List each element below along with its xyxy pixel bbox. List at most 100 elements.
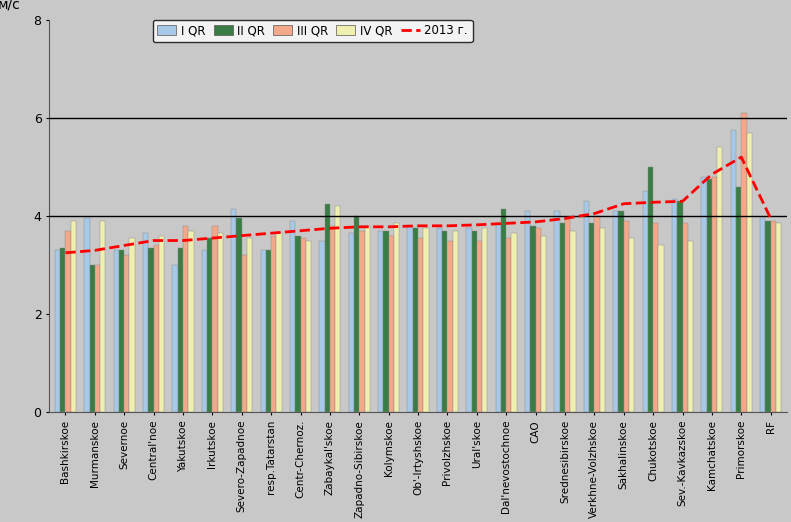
Bar — [365, 226, 370, 412]
Bar — [712, 177, 717, 412]
Bar — [594, 216, 600, 412]
Bar — [466, 228, 471, 412]
Bar — [130, 238, 134, 412]
Bar — [736, 186, 741, 412]
Bar — [202, 251, 207, 412]
Bar — [148, 248, 153, 412]
Bar — [100, 221, 105, 412]
Bar — [565, 219, 570, 412]
Bar — [512, 233, 517, 412]
Bar — [70, 221, 76, 412]
Bar — [66, 231, 70, 412]
Bar — [760, 219, 766, 412]
Bar — [766, 221, 770, 412]
Bar — [560, 223, 565, 412]
Bar — [530, 226, 536, 412]
Bar — [143, 233, 148, 412]
Bar — [541, 235, 546, 412]
Bar — [584, 201, 589, 412]
Bar — [60, 248, 66, 412]
Bar — [349, 233, 354, 412]
Bar — [702, 177, 706, 412]
Bar — [554, 211, 560, 412]
Bar — [442, 231, 448, 412]
Bar — [677, 201, 683, 412]
Bar — [501, 209, 506, 412]
Bar — [506, 238, 512, 412]
Bar — [717, 147, 722, 412]
Bar — [276, 233, 282, 412]
Bar — [613, 211, 619, 412]
Bar — [471, 231, 477, 412]
Bar — [378, 231, 384, 412]
Bar — [423, 228, 429, 412]
Bar — [418, 238, 423, 412]
Bar — [653, 223, 658, 412]
Bar — [207, 238, 212, 412]
Bar — [231, 209, 237, 412]
Bar — [437, 228, 442, 412]
Bar — [600, 228, 605, 412]
Bar — [741, 113, 747, 412]
Bar — [477, 241, 482, 412]
Bar — [119, 251, 124, 412]
Bar — [619, 211, 624, 412]
Bar — [301, 238, 306, 412]
Bar — [84, 219, 89, 412]
Bar — [114, 251, 119, 412]
Bar — [237, 219, 242, 412]
Bar — [448, 241, 452, 412]
Bar — [683, 223, 688, 412]
Bar — [218, 233, 223, 412]
Bar — [642, 192, 648, 412]
Bar — [124, 255, 130, 412]
Bar — [295, 235, 301, 412]
Bar — [320, 241, 324, 412]
Bar — [747, 133, 752, 412]
Bar — [172, 265, 178, 412]
Bar — [384, 231, 388, 412]
Y-axis label: м/с: м/с — [0, 0, 20, 12]
Bar — [153, 245, 159, 412]
Bar — [589, 223, 594, 412]
Bar — [570, 231, 576, 412]
Bar — [242, 255, 247, 412]
Bar — [776, 223, 782, 412]
Bar — [394, 223, 399, 412]
Bar — [536, 228, 541, 412]
Bar — [330, 226, 335, 412]
Bar — [260, 251, 266, 412]
Bar — [413, 228, 418, 412]
Bar — [525, 211, 530, 412]
Bar — [658, 245, 664, 412]
Bar — [770, 221, 776, 412]
Bar — [324, 204, 330, 412]
Bar — [183, 226, 188, 412]
Bar — [247, 238, 252, 412]
Bar — [706, 179, 712, 412]
Bar — [388, 235, 394, 412]
Bar — [306, 241, 311, 412]
Bar — [178, 248, 183, 412]
Bar — [271, 235, 276, 412]
Bar — [624, 221, 629, 412]
Bar — [266, 251, 271, 412]
Bar — [55, 251, 60, 412]
Bar — [188, 231, 194, 412]
Bar — [452, 231, 458, 412]
Bar — [648, 167, 653, 412]
Bar — [95, 265, 100, 412]
Bar — [354, 216, 359, 412]
Bar — [629, 238, 634, 412]
Bar — [688, 241, 693, 412]
Bar — [159, 235, 165, 412]
Bar — [496, 223, 501, 412]
Bar — [731, 130, 736, 412]
Legend: I QR, II QR, III QR, IV QR, 2013 г.: I QR, II QR, III QR, IV QR, 2013 г. — [153, 20, 473, 42]
Bar — [482, 228, 487, 412]
Bar — [335, 206, 340, 412]
Bar — [672, 199, 677, 412]
Bar — [290, 221, 295, 412]
Bar — [212, 226, 218, 412]
Bar — [359, 231, 365, 412]
